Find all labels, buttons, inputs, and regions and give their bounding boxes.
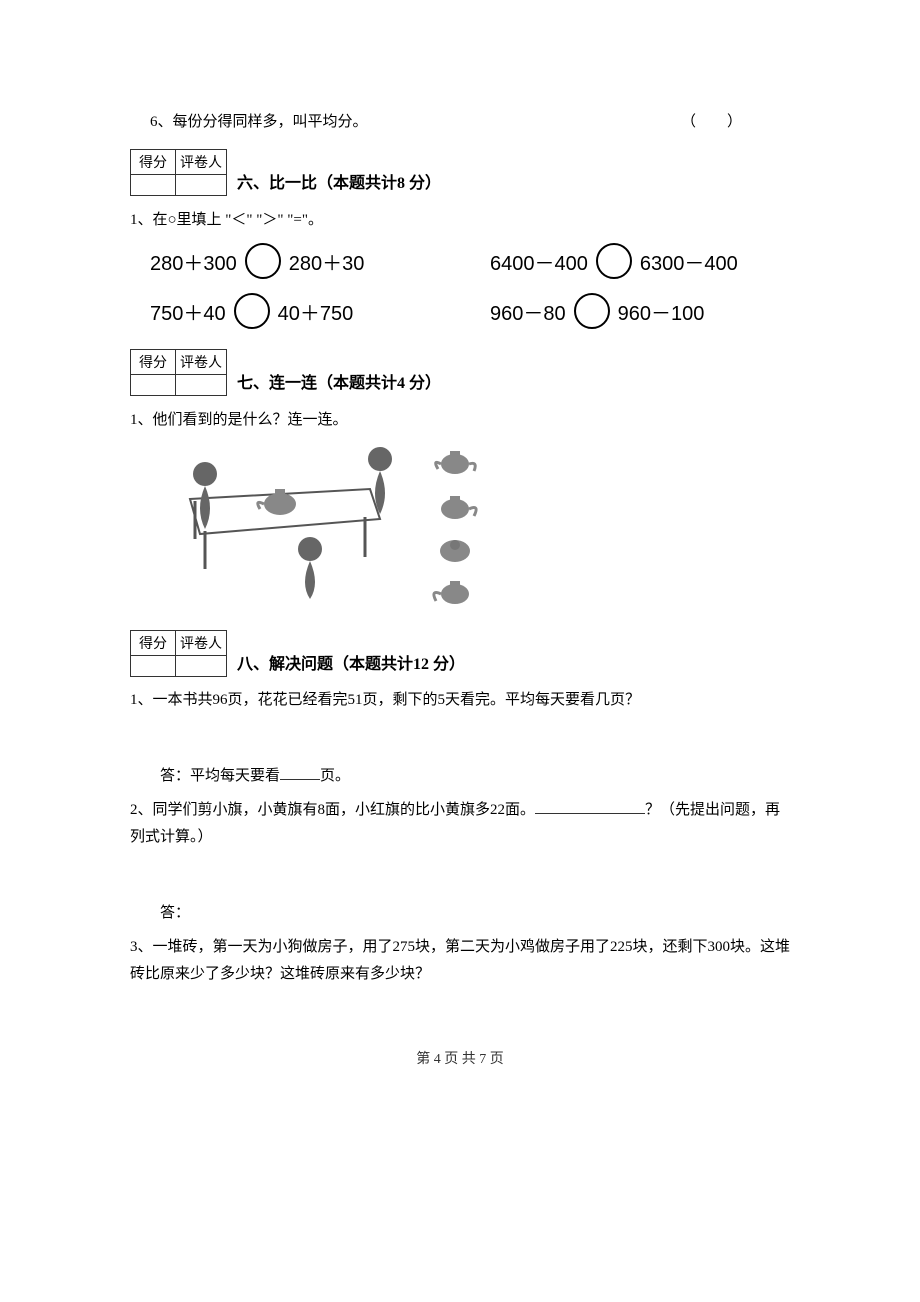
score-cell[interactable] <box>131 375 176 396</box>
item-6-paren[interactable]: （ ） <box>681 110 750 131</box>
item-6-number: 6、 <box>150 110 173 131</box>
comp-1a-right: 280＋30 <box>289 247 365 276</box>
comp-1b-right: 6300－400 <box>640 247 738 276</box>
matching-svg <box>170 439 490 609</box>
score-header-score: 得分 <box>131 350 176 375</box>
section-8-header: 得分 评卷人 八、解决问题（本题共计12 分） <box>130 630 790 677</box>
score-cell[interactable] <box>131 656 176 677</box>
score-header-reviewer: 评卷人 <box>176 350 227 375</box>
comparison-row-2: 750＋40 40＋750 960－80 960－100 <box>150 293 790 329</box>
section-8-q2-answer: 答： <box>160 901 790 922</box>
page-footer: 第 4 页 共 7 页 <box>130 1048 790 1068</box>
score-header-score: 得分 <box>131 150 176 175</box>
section-6-title: 六、比一比（本题共计8 分） <box>237 153 441 193</box>
comp-1a-left: 280＋300 <box>150 247 237 276</box>
comp-circle[interactable] <box>574 293 610 329</box>
section-7-header: 得分 评卷人 七、连一连（本题共计4 分） <box>130 349 790 396</box>
score-table-7: 得分 评卷人 <box>130 349 227 396</box>
section-6-q1: 1、在○里填上 "＜" "＞" "="。 <box>130 208 790 229</box>
comp-2a: 750＋40 40＋750 <box>150 293 450 329</box>
q2-pre: 2、同学们剪小旗，小黄旗有8面，小红旗的比小黄旗多22面。 <box>130 802 535 818</box>
item-6-text: 每份分得同样多，叫平均分。 <box>173 110 368 131</box>
q2-blank[interactable] <box>535 813 645 814</box>
comp-2a-left: 750＋40 <box>150 297 226 326</box>
comp-circle[interactable] <box>596 243 632 279</box>
score-table-8: 得分 评卷人 <box>130 630 227 677</box>
comp-circle[interactable] <box>234 293 270 329</box>
section-8-title: 八、解决问题（本题共计12 分） <box>237 634 465 674</box>
q1-answer-prefix: 答：平均每天要看 <box>160 768 280 784</box>
reviewer-cell[interactable] <box>176 656 227 677</box>
comp-1a: 280＋300 280＋30 <box>150 243 450 279</box>
comp-2b-left: 960－80 <box>490 297 566 326</box>
section-8-q3: 3、一堆砖，第一天为小狗做房子，用了275块，第二天为小鸡做房子用了225块，还… <box>130 934 790 988</box>
score-header-score: 得分 <box>131 631 176 656</box>
comp-2b-right: 960－100 <box>618 297 705 326</box>
score-header-reviewer: 评卷人 <box>176 150 227 175</box>
comp-1b-left: 6400－400 <box>490 247 588 276</box>
comp-circle[interactable] <box>245 243 281 279</box>
score-table-6: 得分 评卷人 <box>130 149 227 196</box>
comparison-row-1: 280＋300 280＋30 6400－400 6300－400 <box>150 243 790 279</box>
comp-2b: 960－80 960－100 <box>490 293 790 329</box>
q1-blank[interactable] <box>280 779 320 780</box>
matching-image <box>170 439 790 614</box>
reviewer-cell[interactable] <box>176 175 227 196</box>
section-8-q1-answer: 答：平均每天要看 页。 <box>160 764 790 785</box>
section-6-header: 得分 评卷人 六、比一比（本题共计8 分） <box>130 149 790 196</box>
section-8-q1: 1、一本书共96页，花花已经看完51页，剩下的5天看完。平均每天要看几页？ <box>130 687 790 714</box>
score-header-reviewer: 评卷人 <box>176 631 227 656</box>
score-cell[interactable] <box>131 175 176 196</box>
comp-2a-right: 40＋750 <box>278 297 354 326</box>
comp-1b: 6400－400 6300－400 <box>490 243 790 279</box>
item-6: 6、 每份分得同样多，叫平均分。 （ ） <box>130 110 790 131</box>
section-7-q1: 1、他们看到的是什么？连一连。 <box>130 408 790 429</box>
section-7-title: 七、连一连（本题共计4 分） <box>237 353 441 393</box>
reviewer-cell[interactable] <box>176 375 227 396</box>
q1-answer-suffix: 页。 <box>320 768 350 784</box>
comparison-block: 280＋300 280＋30 6400－400 6300－400 750＋40 … <box>150 243 790 329</box>
section-8-q2: 2、同学们剪小旗，小黄旗有8面，小红旗的比小黄旗多22面。？（先提出问题，再列式… <box>130 797 790 851</box>
